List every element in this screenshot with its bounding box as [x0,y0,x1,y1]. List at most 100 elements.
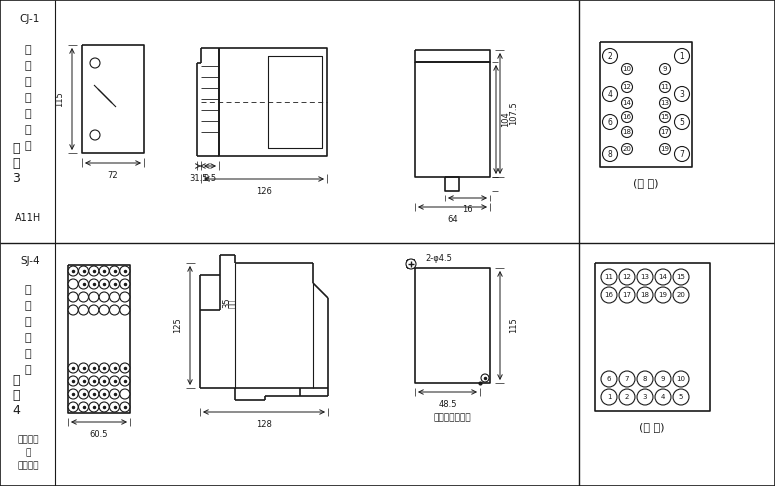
Circle shape [622,111,632,122]
Circle shape [120,292,130,302]
Text: (背 视): (背 视) [633,178,659,188]
Circle shape [68,389,78,399]
Text: 4: 4 [661,394,665,400]
Circle shape [109,279,119,289]
Circle shape [637,389,653,405]
Text: 3: 3 [680,89,684,99]
Circle shape [602,115,618,129]
Text: 128: 128 [256,419,272,429]
Text: 13: 13 [660,100,670,106]
Text: 18: 18 [640,292,649,298]
Text: 线: 线 [25,141,31,151]
Text: 卡轨安装: 卡轨安装 [17,435,39,445]
Text: 接: 接 [25,349,31,359]
Circle shape [68,292,78,302]
Text: 64: 64 [447,214,458,224]
Text: 式: 式 [25,77,31,87]
Circle shape [89,363,99,373]
Circle shape [602,87,618,102]
Circle shape [655,287,671,303]
Text: SJ-4: SJ-4 [20,256,40,266]
Text: 10: 10 [677,376,686,382]
Text: 图: 图 [12,156,19,170]
Circle shape [619,269,635,285]
Circle shape [622,82,632,92]
Text: 125: 125 [174,318,182,333]
Circle shape [637,287,653,303]
Text: 凸: 凸 [25,45,31,55]
Circle shape [89,389,99,399]
Text: 9: 9 [661,376,665,382]
Text: 12: 12 [622,84,632,90]
Circle shape [68,305,78,315]
Text: 卡轨: 卡轨 [228,298,236,308]
Circle shape [99,376,109,386]
Text: 或: 或 [26,449,31,457]
Circle shape [99,292,109,302]
Text: 4: 4 [12,403,20,417]
Circle shape [109,363,119,373]
Circle shape [655,371,671,387]
Circle shape [99,389,109,399]
Circle shape [109,376,119,386]
Circle shape [601,371,617,387]
Circle shape [68,363,78,373]
Text: 11: 11 [660,84,670,90]
Circle shape [78,279,88,289]
Circle shape [619,389,635,405]
Text: 螺钉安装开孔图: 螺钉安装开孔图 [433,414,471,422]
Text: 19: 19 [659,292,667,298]
Circle shape [99,279,109,289]
Circle shape [78,292,88,302]
Circle shape [674,146,690,161]
Text: 7: 7 [680,150,684,158]
Text: 14: 14 [659,274,667,280]
Text: 12: 12 [622,274,632,280]
Text: 20: 20 [622,146,632,152]
Circle shape [655,269,671,285]
Circle shape [109,292,119,302]
Text: 48.5: 48.5 [438,399,456,409]
Circle shape [660,82,670,92]
Text: 螺钉安装: 螺钉安装 [17,462,39,470]
Text: 20: 20 [677,292,685,298]
Text: 5: 5 [679,394,684,400]
Text: 后: 后 [25,109,31,119]
Circle shape [622,143,632,155]
Circle shape [601,389,617,405]
Circle shape [68,266,78,276]
Text: 8: 8 [642,376,647,382]
Text: 6: 6 [607,376,611,382]
Text: 60.5: 60.5 [90,430,109,438]
Circle shape [674,49,690,64]
Text: 2-φ4.5: 2-φ4.5 [425,254,452,262]
Text: 13: 13 [640,274,649,280]
Circle shape [89,292,99,302]
Text: 31.5: 31.5 [190,174,208,183]
Circle shape [120,363,130,373]
Text: 8: 8 [608,150,612,158]
Text: 接: 接 [25,125,31,135]
Text: 2: 2 [625,394,629,400]
Circle shape [619,287,635,303]
Text: 附: 附 [12,141,19,155]
Circle shape [99,402,109,412]
Circle shape [674,115,690,129]
Circle shape [660,64,670,74]
Text: (正 视): (正 视) [639,422,665,432]
Text: 18: 18 [622,129,632,135]
Circle shape [660,126,670,138]
Text: 4: 4 [608,89,612,99]
Circle shape [120,279,130,289]
Circle shape [78,305,88,315]
Text: 凸: 凸 [25,285,31,295]
Circle shape [109,305,119,315]
Text: 线: 线 [25,365,31,375]
Text: 3: 3 [642,394,647,400]
Circle shape [673,389,689,405]
Text: 附: 附 [12,374,19,386]
Circle shape [602,49,618,64]
Circle shape [109,266,119,276]
Circle shape [89,305,99,315]
Circle shape [89,266,99,276]
